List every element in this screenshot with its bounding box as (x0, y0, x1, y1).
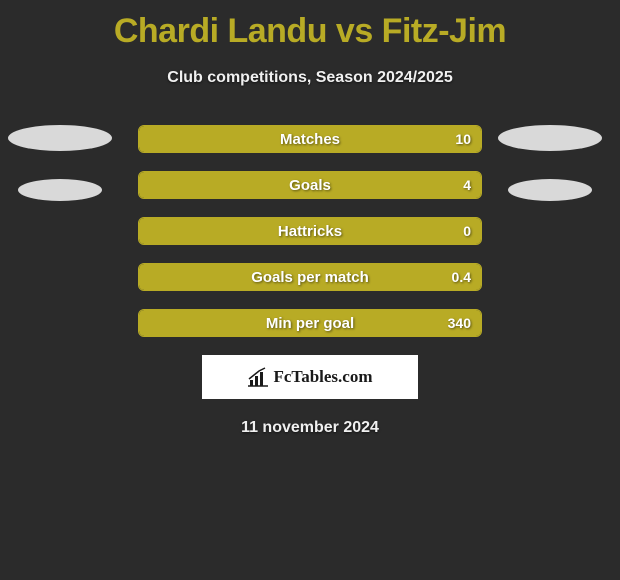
bars-container: Matches 10 Goals 4 Hattricks 0 Goals per… (138, 125, 482, 337)
bar-value: 10 (455, 126, 471, 152)
subtitle: Club competitions, Season 2024/2025 (0, 69, 620, 87)
bar-value: 0.4 (452, 264, 471, 290)
bar-value: 0 (463, 218, 471, 244)
bar-row-matches: Matches 10 (138, 125, 482, 153)
bar-row-hattricks: Hattricks 0 (138, 217, 482, 245)
bar-label: Hattricks (139, 218, 481, 244)
page-title: Chardi Landu vs Fitz-Jim (0, 0, 620, 51)
ellipse-marker (508, 179, 592, 201)
bar-label: Matches (139, 126, 481, 152)
comparison-chart: Matches 10 Goals 4 Hattricks 0 Goals per… (0, 125, 620, 337)
ellipse-marker (8, 125, 112, 151)
bar-value: 4 (463, 172, 471, 198)
right-player-placeholder (498, 125, 602, 229)
source-badge-label: FcTables.com (273, 367, 372, 387)
ellipse-marker (18, 179, 102, 201)
ellipse-marker (498, 125, 602, 151)
bar-label: Goals per match (139, 264, 481, 290)
left-player-placeholder (8, 125, 112, 229)
bar-label: Min per goal (139, 310, 481, 336)
bar-value: 340 (448, 310, 471, 336)
bar-row-goals-per-match: Goals per match 0.4 (138, 263, 482, 291)
bar-chart-icon (247, 367, 269, 387)
source-badge[interactable]: FcTables.com (202, 355, 418, 399)
bar-row-min-per-goal: Min per goal 340 (138, 309, 482, 337)
bar-label: Goals (139, 172, 481, 198)
bar-row-goals: Goals 4 (138, 171, 482, 199)
date-label: 11 november 2024 (0, 419, 620, 437)
